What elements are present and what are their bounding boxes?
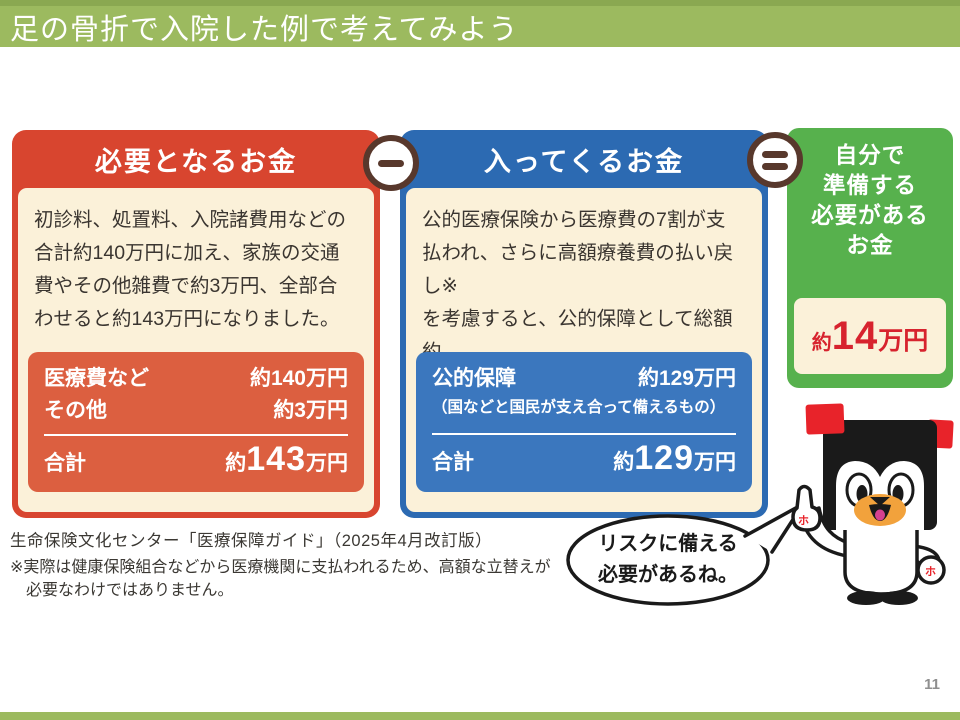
panel-self-prepare-amount-box: 約 14 万円 bbox=[794, 298, 946, 374]
amount-suffix: 万円 bbox=[306, 452, 348, 475]
minus-icon bbox=[363, 135, 419, 191]
amount-prefix: 約 bbox=[613, 451, 635, 474]
panel-money-needed-description: 初診料、処置料、入院諸費用などの 合計約140万円に加え、家族の交通 費やその他… bbox=[34, 209, 347, 330]
divider bbox=[44, 434, 348, 436]
source-citation: 生命保険文化センター「医療保障ガイド」（2025年4月改訂版） bbox=[10, 532, 493, 550]
row-label: その他 bbox=[44, 399, 107, 422]
row-value: 約129万円 bbox=[637, 367, 736, 390]
self-amount: 約 14 万円 bbox=[812, 315, 929, 357]
page-title: 足の骨折で入院した例で考えてみよう bbox=[10, 13, 519, 46]
panel-money-incoming: 入ってくるお金 公的医療保険から医療費の7割が支 払われ、さらに高額療養費の払い… bbox=[400, 130, 768, 518]
footnote-line2: 必要なわけではありません。 bbox=[26, 582, 234, 599]
page-number: 11 bbox=[924, 676, 940, 693]
row-value: 約140万円 bbox=[249, 367, 348, 390]
divider bbox=[432, 433, 736, 435]
total-amount: 約 129 万円 bbox=[613, 440, 736, 476]
mascot-hand-mark: ホ bbox=[925, 565, 936, 578]
panel-money-needed-breakdown-box: 医療費など 約140万円 その他 約3万円 合計 約 143 万円 bbox=[28, 352, 364, 492]
row-note: （国などと国民が支え合って備えるもの） bbox=[432, 399, 726, 416]
bottom-strip bbox=[0, 712, 960, 720]
amount-value: 143 bbox=[246, 440, 306, 478]
total-label: 合計 bbox=[44, 452, 86, 475]
panel-money-needed: 必要となるお金 初診料、処置料、入院諸費用などの 合計約140万円に加え、家族の… bbox=[12, 130, 380, 518]
total-row: 合計 約 143 万円 bbox=[44, 441, 348, 477]
amount-prefix: 約 bbox=[811, 332, 832, 354]
penguin-mascot-illustration: ホ ホ bbox=[791, 403, 954, 605]
amount-suffix: 万円 bbox=[694, 451, 736, 474]
speech-bubble bbox=[566, 502, 805, 606]
speech-bubble-text: リスクに備える 必要があるね。 bbox=[598, 533, 738, 586]
table-row: 公的保障 約129万円 bbox=[432, 363, 736, 395]
panel-money-incoming-title: 入ってくるお金 bbox=[483, 146, 685, 177]
amount-suffix: 万円 bbox=[878, 327, 929, 355]
amount-value: 129 bbox=[634, 439, 694, 477]
amount-value: 14 bbox=[831, 314, 879, 358]
table-row: その他 約3万円 bbox=[44, 395, 348, 427]
panel-self-prepare: 自分で 準備する 必要がある お金 約 14 万円 bbox=[787, 128, 953, 388]
table-row: 医療費など 約140万円 bbox=[44, 363, 348, 395]
row-label: 医療費など bbox=[44, 367, 149, 390]
mascot-hand-mark: ホ bbox=[798, 514, 809, 527]
footnote-line1: ※実際は健康保険組合などから医療機関に支払われるため、高額な立替えが bbox=[10, 559, 551, 576]
amount-prefix: 約 bbox=[225, 452, 247, 475]
panel-money-needed-title: 必要となるお金 bbox=[94, 146, 298, 177]
total-row: 合計 約 129 万円 bbox=[432, 440, 736, 476]
title-bar: 足の骨折で入院した例で考えてみよう bbox=[0, 0, 960, 47]
panel-money-incoming-breakdown-box: 公的保障 約129万円 （国などと国民が支え合って備えるもの） 合計 約 129… bbox=[416, 352, 752, 492]
panel-self-prepare-title: 自分で 準備する 必要がある お金 bbox=[811, 143, 929, 258]
title-bar-top-edge bbox=[0, 0, 960, 6]
equals-icon bbox=[747, 132, 803, 188]
row-value: 約3万円 bbox=[273, 399, 348, 422]
row-label: 公的保障 bbox=[432, 367, 516, 390]
total-amount: 約 143 万円 bbox=[225, 441, 348, 477]
total-label: 合計 bbox=[432, 451, 474, 474]
